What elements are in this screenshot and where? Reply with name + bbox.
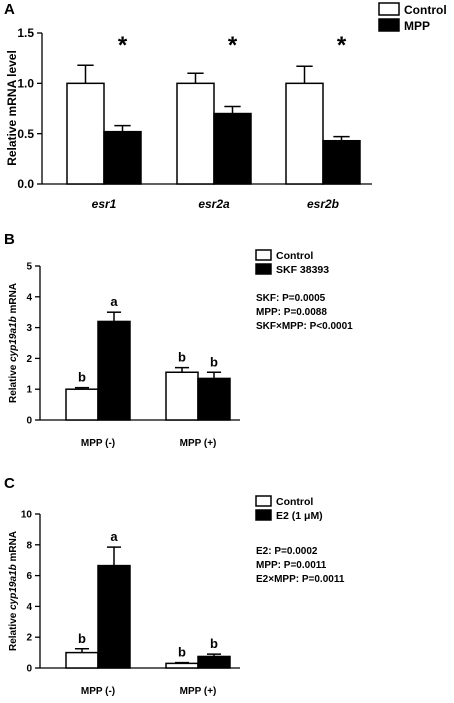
group-letter: a <box>110 294 118 309</box>
panel-c-y-axis-label: Relative cyp19a1b mRNA <box>8 531 19 651</box>
panel-c-stat-3: E2×MPP: P=0.0011 <box>256 574 345 585</box>
group-letter: b <box>210 636 218 651</box>
bar-control <box>176 82 215 185</box>
panel-b-stat-1: SKF: P=0.0005 <box>256 293 326 304</box>
y-tick-label: 3 <box>26 323 32 334</box>
panel-c-categories: MPP (-) MPP (+) <box>81 686 217 697</box>
bar-treatment <box>103 130 142 185</box>
bar-treatment <box>213 112 252 185</box>
x-category-label: MPP (-) <box>81 686 115 697</box>
panel-b: B Relative cyp19a1b mRNA 0 1 2 3 4 5 b a b b MPP… <box>4 231 353 449</box>
bar-control <box>66 82 105 185</box>
panel-b-stat-2: MPP: P=0.0088 <box>256 307 327 318</box>
significance-asterisk: * <box>228 32 238 59</box>
panel-b-legend-control: Control <box>276 250 313 262</box>
panel-a-bars <box>66 64 361 185</box>
bar-treatment <box>97 564 131 669</box>
panel-b-label: B <box>4 231 15 248</box>
panel-a-categories: esr1 esr2a esr2b <box>92 197 339 211</box>
panel-c-legend-control: Control <box>276 496 313 508</box>
x-category-label: esr2a <box>198 197 230 211</box>
panel-c: C Relative cyp19a1b mRNA 0 2 4 6 8 10 b a b b MP… <box>4 475 345 697</box>
bar-control <box>65 651 99 669</box>
y-tick-label: 1.0 <box>17 77 34 91</box>
x-category-label: MPP (-) <box>81 438 115 449</box>
y-tick-label: 6 <box>26 571 32 582</box>
x-category-label: esr1 <box>92 197 117 211</box>
panel-c-legend-swatch-control <box>255 495 272 507</box>
panel-c-legend-swatch-e2 <box>255 509 272 521</box>
panel-b-legend-swatch-skf <box>255 263 272 275</box>
bar-control <box>165 662 199 669</box>
panel-c-legend-e2: E2 (1 μM) <box>276 510 323 522</box>
panel-c-y-ticks: 0 2 4 6 8 10 <box>21 510 40 675</box>
panel-c-label: C <box>4 475 15 492</box>
panel-b-letters: b a b b <box>78 294 218 384</box>
panel-a-significance: * * * <box>118 32 347 59</box>
panel-a-label: A <box>4 1 15 18</box>
panel-b-y-axis-label: Relative cyp19a1b mRNA <box>8 283 19 403</box>
panel-b-legend-swatch-control <box>255 249 272 261</box>
panel-c-bars <box>65 546 231 669</box>
panel-a-legend-mpp: MPP <box>404 19 430 33</box>
group-letter: b <box>178 350 186 365</box>
panel-c-stat-1: E2: P=0.0002 <box>256 546 318 557</box>
bar-control <box>65 388 99 421</box>
y-tick-label: 1.5 <box>17 26 34 40</box>
panel-a-legend-swatch-control <box>378 2 400 16</box>
significance-asterisk: * <box>118 32 128 59</box>
y-tick-label: 2 <box>26 354 32 365</box>
panel-a-y-ticks: 0.0 0.5 1.0 1.5 <box>17 26 42 191</box>
bar-treatment <box>322 139 361 185</box>
x-category-label: MPP (+) <box>180 438 217 449</box>
bar-treatment <box>197 655 231 669</box>
panel-a: A Relative mRNA level 0.0 0.5 1.0 1.5 * * * e… <box>4 1 447 211</box>
x-category-label: esr2b <box>307 197 339 211</box>
panel-c-stat-2: MPP: P=0.0011 <box>256 560 327 571</box>
significance-asterisk: * <box>337 32 347 59</box>
group-letter: b <box>78 631 86 646</box>
panel-a-legend-control: Control <box>404 3 447 17</box>
y-tick-label: 0 <box>26 664 32 675</box>
y-tick-label: 10 <box>21 510 33 521</box>
bar-treatment <box>197 377 231 421</box>
panel-c-letters: b a b b <box>78 529 218 660</box>
panel-b-bars <box>65 311 231 421</box>
y-tick-label: 4 <box>26 292 32 303</box>
group-letter: b <box>210 354 218 369</box>
y-tick-label: 0.0 <box>17 177 34 191</box>
panel-b-legend-skf: SKF 38393 <box>276 264 329 276</box>
y-tick-label: 0 <box>26 416 32 427</box>
panel-b-categories: MPP (-) MPP (+) <box>81 438 217 449</box>
group-letter: a <box>110 529 118 544</box>
group-letter: b <box>78 370 86 385</box>
group-letter: b <box>178 645 186 660</box>
x-category-label: MPP (+) <box>180 686 217 697</box>
y-tick-label: 5 <box>26 262 32 273</box>
y-tick-label: 8 <box>26 540 32 551</box>
y-tick-label: 0.5 <box>17 127 34 141</box>
y-tick-label: 2 <box>26 633 32 644</box>
panel-a-y-axis-label: Relative mRNA level <box>5 50 19 166</box>
bar-control <box>165 371 199 421</box>
bar-treatment <box>97 320 131 421</box>
y-tick-label: 1 <box>26 385 32 396</box>
panel-b-y-ticks: 0 1 2 3 4 5 <box>26 262 40 427</box>
bar-control <box>285 82 324 185</box>
panel-b-stat-3: SKF×MPP: P<0.0001 <box>256 321 353 332</box>
y-tick-label: 4 <box>26 602 32 613</box>
panel-a-legend-swatch-mpp <box>378 18 400 32</box>
